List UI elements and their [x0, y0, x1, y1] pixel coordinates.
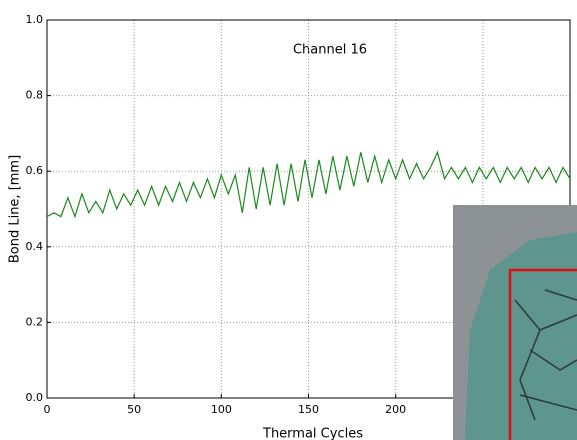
- photo-cracks: [514, 289, 577, 421]
- photo-highlight: [508, 268, 577, 440]
- y-tick-label: 0.2: [26, 315, 44, 328]
- chart-title: Channel 16: [293, 43, 367, 58]
- data-line: [46, 150, 571, 219]
- y-axis-label: Bond Line, [mm]: [8, 155, 23, 263]
- x-tick-label: 150: [298, 403, 319, 416]
- x-tick-label: 100: [211, 403, 232, 416]
- x-tick-label: 0: [44, 403, 51, 416]
- y-tick-label: 0.6: [26, 164, 44, 177]
- y-tick-label: 0.4: [26, 240, 44, 253]
- y-tick-label: 0.0: [26, 391, 44, 404]
- x-axis-label: Thermal Cycles: [262, 427, 363, 440]
- x-tick-label: 200: [385, 403, 406, 416]
- inset-photo: [453, 205, 577, 440]
- y-tick-label: 1.0: [26, 13, 44, 26]
- x-tick-label: 50: [127, 403, 141, 416]
- y-tick-label: 0.8: [26, 89, 44, 102]
- photo-coating: [465, 232, 577, 440]
